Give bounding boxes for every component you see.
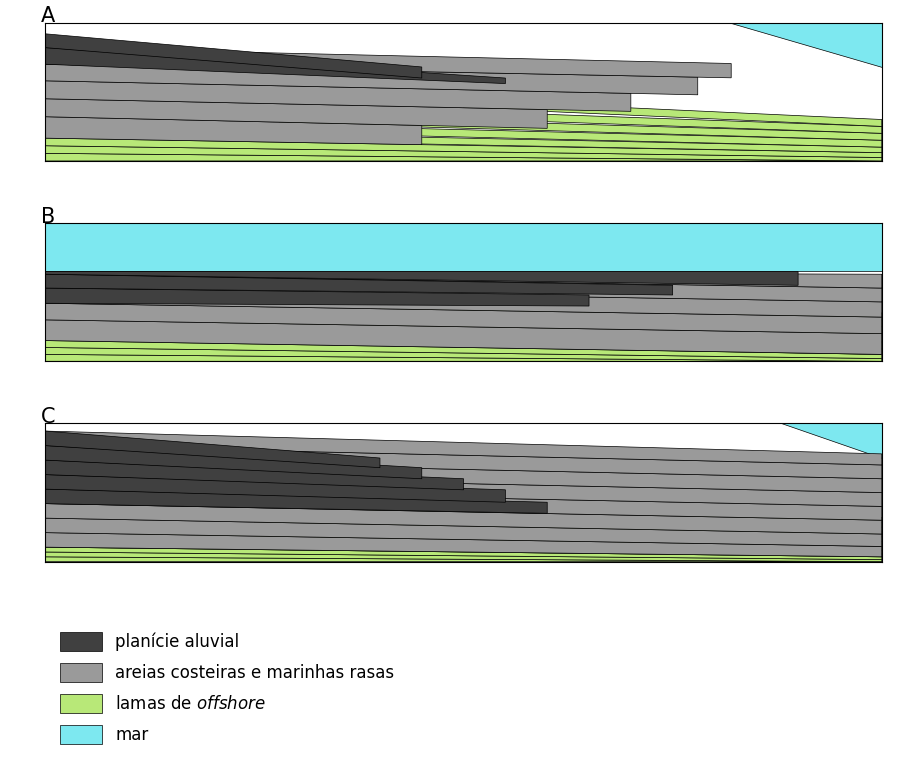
Polygon shape [45,146,882,161]
Polygon shape [45,288,882,317]
Polygon shape [213,320,882,342]
Polygon shape [129,533,882,550]
Polygon shape [45,138,882,158]
Polygon shape [45,533,882,557]
Polygon shape [45,354,882,361]
Polygon shape [45,474,505,502]
Polygon shape [45,341,882,358]
Polygon shape [45,80,631,112]
Polygon shape [45,431,882,465]
Polygon shape [338,509,882,527]
Polygon shape [45,348,882,361]
Polygon shape [45,431,380,468]
Polygon shape [296,313,882,335]
Polygon shape [45,460,464,490]
Polygon shape [782,424,882,458]
Polygon shape [280,115,882,140]
Polygon shape [45,446,882,479]
Polygon shape [45,489,882,520]
Polygon shape [87,537,882,554]
Polygon shape [45,518,882,546]
Polygon shape [296,513,882,532]
Text: C: C [41,407,55,427]
Polygon shape [45,320,882,354]
Polygon shape [45,99,547,128]
Polygon shape [255,518,882,537]
Polygon shape [45,48,731,78]
Polygon shape [380,306,882,327]
Polygon shape [45,446,422,479]
Polygon shape [45,272,882,288]
Polygon shape [45,504,882,534]
Polygon shape [45,547,882,559]
Polygon shape [45,48,505,83]
Polygon shape [171,528,882,546]
Polygon shape [45,288,589,306]
Polygon shape [464,299,882,320]
Legend: planície aluvial, areias costeiras e marinhas rasas, lamas de $\it{offshore}$, m: planície aluvial, areias costeiras e mar… [54,625,401,751]
Polygon shape [364,108,882,134]
Polygon shape [145,327,882,349]
Polygon shape [87,334,882,354]
Text: B: B [41,206,55,226]
Polygon shape [45,117,422,145]
Polygon shape [396,504,882,522]
Polygon shape [196,123,882,147]
Polygon shape [464,100,882,127]
Polygon shape [45,223,882,272]
Polygon shape [45,304,882,334]
Polygon shape [45,274,882,302]
Polygon shape [45,543,882,557]
Polygon shape [45,460,882,493]
Polygon shape [45,153,882,161]
Polygon shape [45,557,882,562]
Polygon shape [45,552,882,562]
Polygon shape [45,272,798,285]
Text: A: A [41,6,55,27]
Polygon shape [113,131,882,153]
Polygon shape [45,65,698,95]
Polygon shape [45,489,547,513]
Polygon shape [45,274,673,295]
Polygon shape [731,23,882,67]
Polygon shape [45,34,422,78]
Polygon shape [213,523,882,542]
Polygon shape [45,474,882,506]
